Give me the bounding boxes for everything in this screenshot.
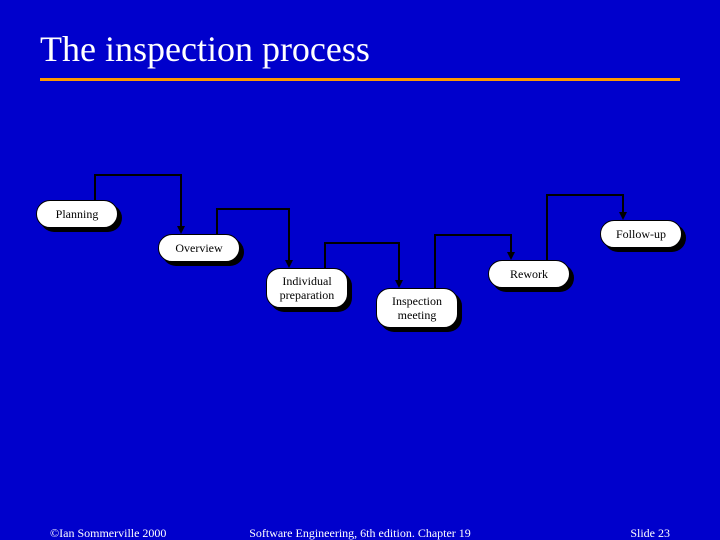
edge-segment — [216, 208, 218, 234]
edge-segment — [94, 174, 96, 200]
arrow-head-icon — [177, 226, 185, 234]
flowchart-diagram: Planning Overview Individualpreparation Ins… — [28, 160, 692, 360]
title-underline — [40, 78, 680, 81]
arrow-head-icon — [619, 212, 627, 220]
flow-node-rework: Rework — [488, 260, 570, 288]
edge-segment — [398, 242, 400, 282]
edge-segment — [324, 242, 326, 268]
flow-node-followup: Follow-up — [600, 220, 682, 248]
edge-segment — [180, 174, 182, 228]
edge-segment — [288, 208, 290, 262]
flow-node-planning: Planning — [36, 200, 118, 228]
edge-segment — [546, 194, 548, 260]
edge-segment — [217, 208, 289, 210]
footer-book-title: Software Engineering, 6th edition. Chapt… — [0, 526, 720, 540]
edge-segment — [547, 194, 623, 196]
arrow-head-icon — [395, 280, 403, 288]
arrow-head-icon — [507, 252, 515, 260]
flow-node-overview: Overview — [158, 234, 240, 262]
edge-segment — [434, 234, 436, 288]
edge-segment — [325, 242, 399, 244]
edge-segment — [622, 194, 624, 214]
edge-segment — [95, 174, 181, 176]
edge-segment — [435, 234, 511, 236]
flow-node-individual: Individualpreparation — [266, 268, 348, 308]
arrow-head-icon — [285, 260, 293, 268]
slide-title: The inspection process — [40, 28, 370, 70]
flow-node-meeting: Inspectionmeeting — [376, 288, 458, 328]
footer-slide-number: Slide 23 — [630, 526, 670, 540]
edge-segment — [510, 234, 512, 254]
